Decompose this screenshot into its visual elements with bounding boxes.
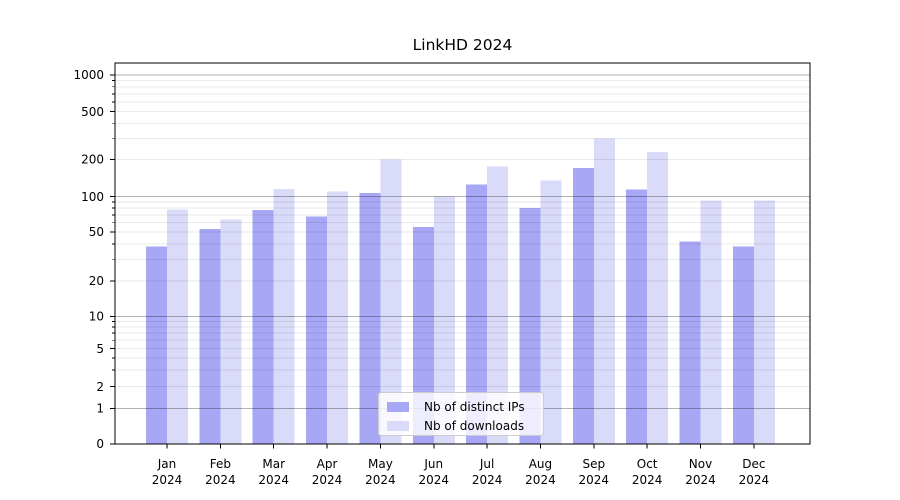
y-tick-label-20: 20 [89,274,104,288]
x-tick-label-feb-2024: Feb 2024 [205,457,236,487]
bar-nb-of-distinct-ips-jul-2024 [466,184,488,444]
bar-nb-of-distinct-ips-feb-2024 [199,229,221,444]
x-tick-label-jul-2024: Jul 2024 [472,457,503,487]
legend-item-distinct-ips: Nb of distinct IPs [387,398,535,416]
legend-item-downloads: Nb of downloads [387,417,535,435]
legend-label-distinct-ips: Nb of distinct IPs [424,400,525,414]
x-tick-label-oct-2024: Oct 2024 [632,457,663,487]
y-tick-label-200: 200 [81,153,104,167]
y-tick-label-5: 5 [96,342,104,356]
bar-nb-of-distinct-ips-jan-2024 [146,246,167,444]
bar-nb-of-downloads-jun-2024 [433,196,455,444]
bar-nb-of-distinct-ips-apr-2024 [306,216,328,444]
x-tick-label-apr-2024: Apr 2024 [312,457,343,487]
bar-nb-of-downloads-feb-2024 [220,219,242,444]
bar-nb-of-distinct-ips-mar-2024 [252,210,274,444]
plot-border [114,62,811,445]
y-axis: 0 1 2 5 10 20 50 100 200 500 1000 [73,68,115,451]
y-tick-label-100: 100 [81,190,104,204]
y-tick-label-2: 2 [96,380,104,394]
bar-nb-of-distinct-ips-aug-2024 [519,208,541,444]
bar-nb-of-downloads-apr-2024 [327,191,349,444]
y-tick-label-500: 500 [81,105,104,119]
y-tick-label-0: 0 [96,437,104,451]
bar-nb-of-downloads-aug-2024 [540,180,562,444]
x-tick-label-sep-2024: Sep 2024 [579,457,610,487]
x-tick-label-dec-2024: Dec 2024 [739,457,770,487]
bars-layer [146,138,775,445]
y-tick-label-10: 10 [89,310,104,324]
x-axis: Jan 2024 Feb 2024 Mar 2024 Apr 2024 May 2024 Jun 20… [152,444,769,487]
bar-nb-of-distinct-ips-sep-2024 [572,168,594,444]
legend-label-downloads: Nb of downloads [424,419,525,433]
bar-nb-of-downloads-nov-2024 [700,200,722,444]
bar-nb-of-distinct-ips-dec-2024 [732,246,754,444]
legend: Nb of distinct IPs Nb of downloads [378,392,544,436]
y-tick-label-1000: 1000 [73,68,104,82]
bar-nb-of-downloads-may-2024 [380,159,402,444]
bar-nb-of-distinct-ips-oct-2024 [626,189,648,444]
bar-nb-of-downloads-jul-2024 [487,166,509,445]
bar-nb-of-distinct-ips-may-2024 [359,193,381,444]
bar-nb-of-distinct-ips-nov-2024 [679,241,701,444]
legend-swatch-downloads-icon [387,421,409,431]
y-tick-label-50: 50 [89,225,104,239]
y-tick-label-1: 1 [96,402,104,416]
chart-title: LinkHD 2024 [412,36,513,54]
x-tick-label-jun-2024: Jun 2024 [418,457,449,487]
bar-nb-of-downloads-oct-2024 [647,152,669,445]
x-tick-label-nov-2024: Nov 2024 [685,457,716,487]
bar-nb-of-downloads-dec-2024 [753,200,775,444]
bar-nb-of-downloads-sep-2024 [593,138,615,445]
x-tick-label-aug-2024: Aug 2024 [525,457,556,487]
bar-nb-of-downloads-jan-2024 [167,209,188,444]
x-tick-label-jan-2024: Jan 2024 [152,457,183,487]
gridlines-layer [115,74,810,409]
x-tick-label-mar-2024: Mar 2024 [258,457,289,487]
x-tick-label-may-2024: May 2024 [365,457,396,487]
bar-nb-of-downloads-mar-2024 [273,189,295,444]
legend-swatch-distinct-ips-icon [387,402,409,412]
bar-nb-of-distinct-ips-jun-2024 [412,227,434,444]
